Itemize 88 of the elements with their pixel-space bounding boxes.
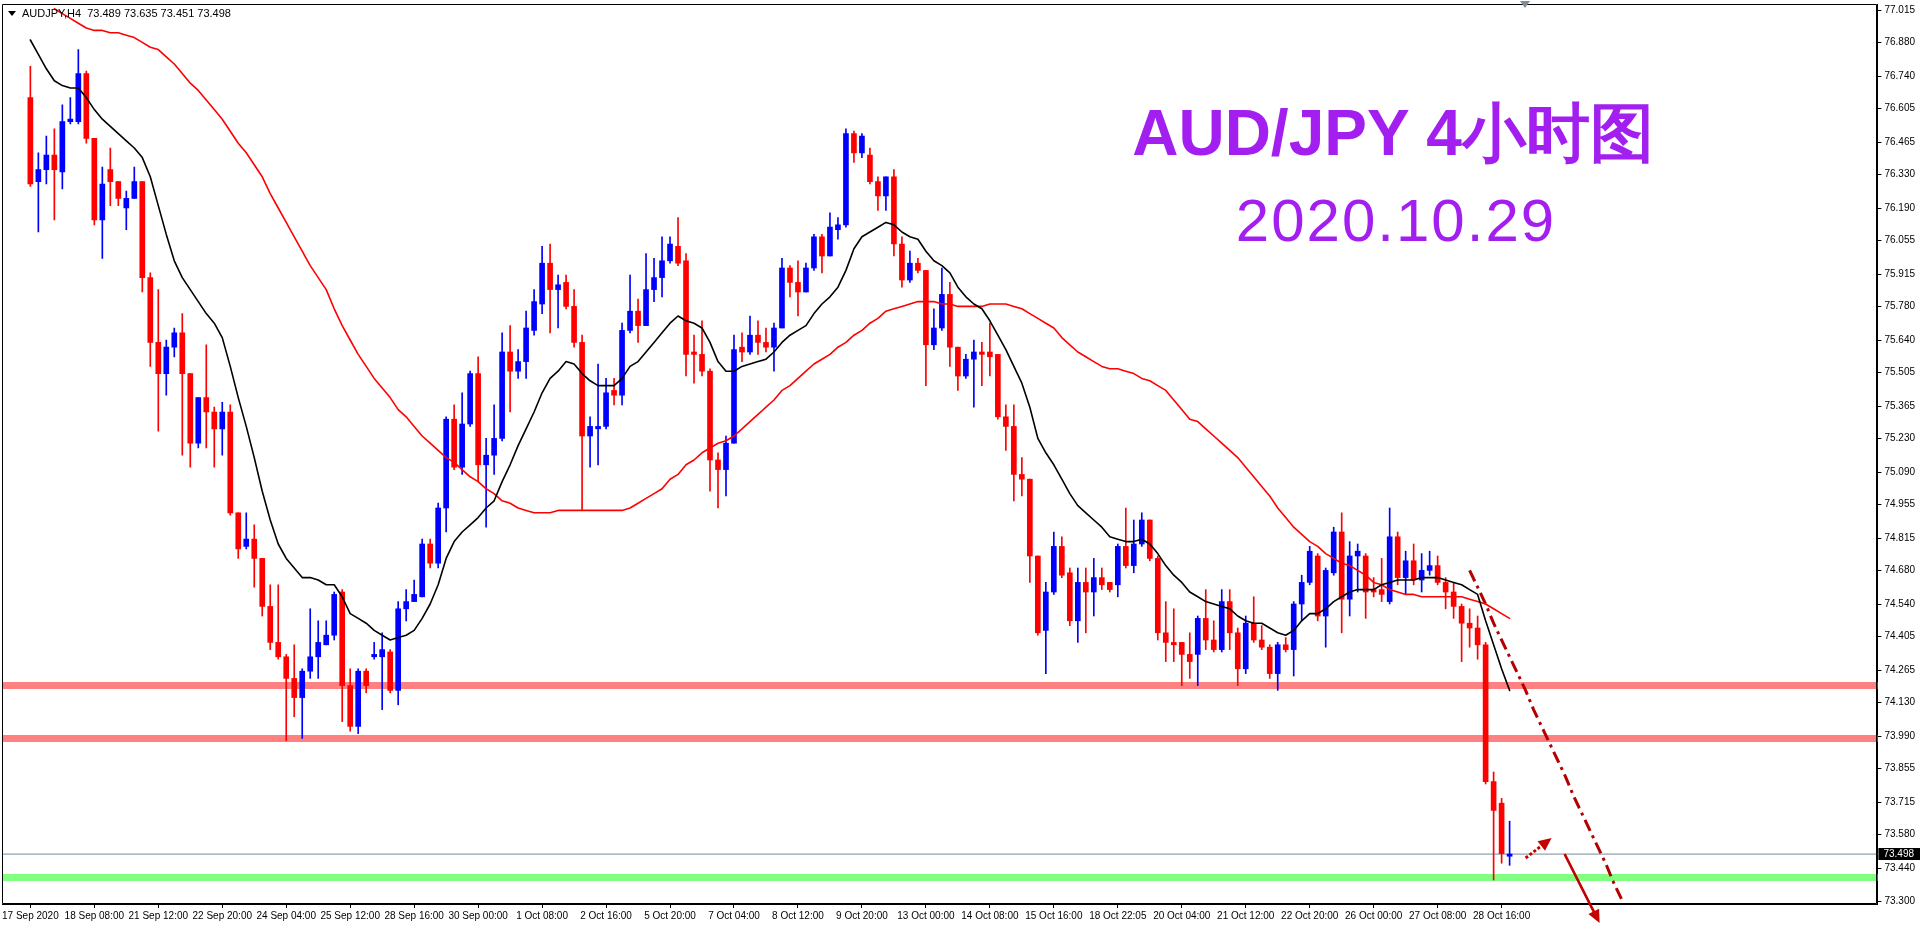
candlestick (755, 320, 761, 355)
candlestick (1170, 608, 1177, 662)
x-tick-label: 26 Oct 00:00 (1345, 909, 1403, 921)
y-tick-label: 75.365 (1884, 399, 1916, 411)
candlestick (1162, 601, 1169, 662)
y-tick-label: 75.090 (1884, 465, 1916, 477)
x-tick-label: 15 Oct 16:00 (1025, 909, 1083, 921)
candlestick (483, 438, 489, 528)
x-tick-label: 17 Sep 2020 (2, 909, 60, 921)
candlestick (987, 322, 993, 377)
candlestick (107, 147, 114, 206)
x-tick-label: 25 Sep 12:00 (320, 909, 381, 921)
x-tick-label: 21 Oct 12:00 (1217, 909, 1275, 921)
y-tick-label: 74.265 (1884, 663, 1916, 675)
x-tick-label: 14 Oct 08:00 (961, 909, 1019, 921)
candlestick (795, 260, 801, 317)
y-tick-label: 74.540 (1884, 597, 1916, 609)
y-tick-label: 73.990 (1884, 729, 1916, 741)
y-tick-label: 73.300 (1884, 895, 1916, 907)
candlestick (1019, 457, 1025, 497)
x-tick-label: 24 Sep 04:00 (256, 909, 317, 921)
candlestick (203, 344, 210, 449)
x-tick-label: 30 Sep 00:00 (448, 909, 509, 921)
x-tick-label: 13 Oct 00:00 (897, 909, 955, 921)
x-tick-label: 18 Oct 22:05 (1089, 909, 1147, 921)
candlestick (1354, 543, 1361, 593)
candlestick (403, 589, 409, 622)
text: AUD/JPY 4小时图 (1132, 97, 1654, 169)
candlestick (691, 334, 697, 384)
y-tick-label: 76.740 (1884, 69, 1916, 81)
y-tick-label: 74.130 (1884, 696, 1916, 708)
candlestick (587, 416, 593, 468)
y-tick-label: 76.190 (1884, 201, 1916, 213)
x-tick-label: 20 Oct 04:00 (1153, 909, 1211, 921)
candlestick (1186, 632, 1193, 679)
y-tick-label: 73.440 (1884, 861, 1916, 873)
x-tick-label: 22 Oct 20:00 (1281, 909, 1339, 921)
y-tick-label: 73.715 (1884, 795, 1916, 807)
candlestick (379, 632, 386, 710)
y-tick-label: 73.855 (1884, 762, 1916, 774)
y-tick-label: 75.915 (1884, 267, 1916, 279)
y-tick-label: 75.230 (1884, 432, 1916, 444)
candlestick (371, 642, 378, 660)
y-tick-label: 76.465 (1884, 135, 1916, 147)
x-tick-label: 27 Oct 08:00 (1409, 909, 1467, 921)
y-tick-label: 77.015 (1884, 3, 1916, 15)
candlestick (243, 512, 250, 550)
x-tick-label: 2 Oct 16:00 (580, 909, 633, 921)
candlestick (507, 325, 513, 413)
candlestick (555, 274, 561, 329)
candlestick (971, 339, 977, 408)
candlestick (595, 363, 601, 466)
candlestick (715, 452, 721, 509)
ref-line-label: 73.498 (1883, 848, 1915, 860)
x-tick-label: 28 Oct 16:00 (1472, 909, 1531, 921)
line-series (1468, 568, 1624, 901)
y-tick-label: 76.880 (1884, 36, 1916, 48)
y-tick-label: 73.580 (1884, 828, 1916, 840)
candlestick (1082, 567, 1089, 634)
x-tick-label: 7 Oct 04:00 (708, 909, 761, 921)
y-tick-label: 76.605 (1884, 102, 1916, 114)
y-tick-label: 74.405 (1884, 630, 1916, 642)
candlestick (491, 404, 497, 475)
x-tick-label: 5 Oct 20:00 (644, 909, 697, 921)
y-tick-label: 76.330 (1884, 168, 1916, 180)
candlestick (307, 608, 314, 679)
y-tick-label: 75.640 (1884, 333, 1916, 345)
y-tick-label: 75.505 (1884, 366, 1916, 378)
candlestick (835, 217, 841, 240)
y-tick-label: 74.815 (1884, 531, 1916, 543)
candlestick (315, 620, 322, 679)
y-tick-label: 74.955 (1884, 498, 1916, 510)
candlestick (1003, 404, 1009, 451)
candlestick (739, 332, 745, 362)
candlestick (275, 584, 282, 660)
candlestick (979, 342, 985, 386)
x-tick-label: 18 Sep 08:00 (64, 909, 125, 921)
y-tick-label: 74.680 (1884, 564, 1916, 576)
x-tick-label: 28 Sep 16:00 (384, 909, 445, 921)
x-tick-label: 8 Oct 12:00 (772, 909, 825, 921)
x-tick-label: 1 Oct 08:00 (516, 909, 569, 921)
x-tick-label: 9 Oct 20:00 (836, 909, 889, 921)
x-tick-label: 21 Sep 12:00 (128, 909, 189, 921)
text: 2020.10.29 (1235, 187, 1557, 254)
y-tick-label: 76.055 (1884, 234, 1916, 246)
x-tick-label: 22 Sep 20:00 (192, 909, 253, 921)
candlestick (155, 289, 162, 432)
y-tick-label: 75.780 (1884, 300, 1916, 312)
